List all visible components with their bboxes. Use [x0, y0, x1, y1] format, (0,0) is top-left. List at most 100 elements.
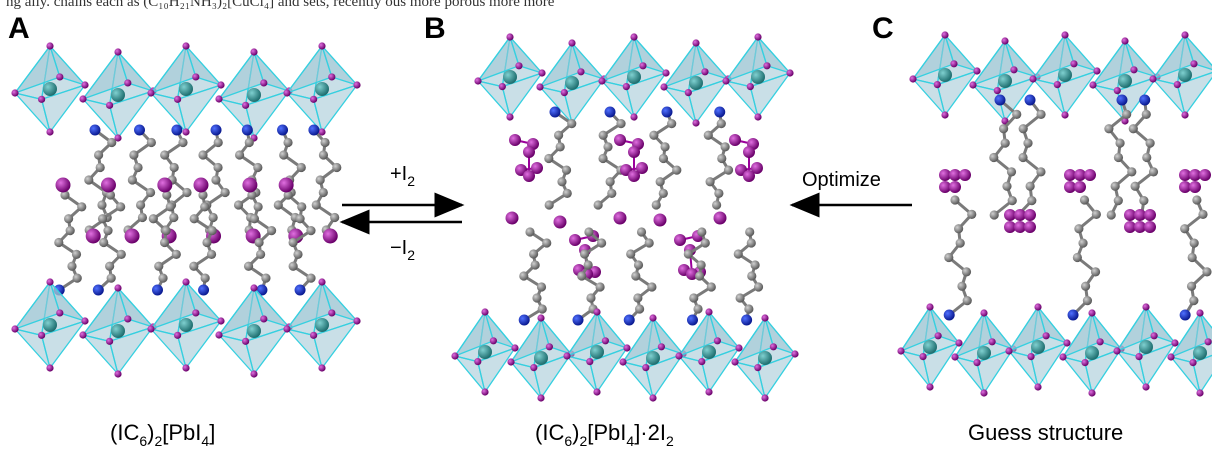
carbon-atom [607, 188, 617, 198]
nitrogen-atom [1024, 94, 1036, 106]
carbon-atom [733, 249, 743, 259]
iodide-atom [1171, 339, 1179, 347]
octahedron-face [749, 72, 791, 118]
carbon-atom [1113, 152, 1124, 163]
iodide-atom [1113, 347, 1121, 355]
iodide-atom [474, 77, 482, 85]
carbon-atom [989, 152, 999, 163]
structure-panel-a [11, 42, 361, 378]
iodide-atom [215, 95, 223, 103]
iodide-atom [38, 95, 46, 103]
caption-panel-b: (IC6)2[PbI4]·2I2 [535, 420, 674, 449]
iodide-atom [630, 33, 638, 41]
carbon-atom [583, 260, 593, 270]
carbon-atom [1202, 267, 1212, 277]
carbon-atom [999, 124, 1009, 134]
carbon-atom [1002, 181, 1012, 191]
iodide-atom [1029, 75, 1037, 83]
carbon-atom [967, 209, 977, 219]
iodide-atom [1027, 353, 1035, 361]
lead-atom [758, 351, 772, 365]
carbon-atom [60, 190, 70, 200]
carbon-atom [306, 226, 316, 236]
carbon-atom [717, 153, 727, 164]
iodide-atom [318, 128, 326, 136]
lead-atom [247, 324, 261, 338]
lead-atom [534, 351, 548, 365]
iodide-atom [642, 364, 650, 372]
iodide-atom [1001, 37, 1009, 45]
iodide-atom [955, 339, 963, 347]
iodide-atom [1070, 60, 1078, 68]
iodide-atom [46, 128, 54, 136]
carbon-atom [745, 227, 755, 237]
iodide-atom [260, 79, 268, 87]
carbon-atom [1115, 138, 1125, 148]
iodide-atom [973, 359, 981, 367]
carbon-atom [595, 282, 605, 292]
carbon-atom [297, 202, 307, 212]
carbon-atom [693, 304, 703, 314]
carbon-atom [129, 150, 139, 160]
octahedron-face [1084, 348, 1122, 394]
carbon-atom [254, 237, 264, 248]
iodine-cluster-atom [1074, 181, 1086, 193]
carbon-atom [1018, 124, 1028, 134]
iodide-atom [451, 352, 459, 360]
iodide-atom [722, 77, 730, 85]
top-text-fragment: ng ally. chains each as (C₁₀H₂₁NH₃)₂[CuC… [6, 0, 555, 10]
iodine-cluster-atom [1189, 169, 1201, 181]
iodide-atom [46, 278, 54, 286]
lead-atom [1058, 68, 1072, 82]
iodide-atom [933, 81, 941, 89]
octahedron-face [566, 311, 607, 357]
iodide-atom [973, 67, 981, 75]
iodide-atom [79, 95, 87, 103]
iodide-atom [1034, 383, 1042, 391]
lead-atom [247, 88, 261, 102]
carbon-atom [631, 271, 641, 281]
carbon-atom [557, 177, 567, 187]
iodide-atom [215, 331, 223, 339]
carbon-atom [584, 227, 594, 237]
iodide-atom [1121, 117, 1129, 125]
iodide-atom [242, 101, 250, 109]
iodide-atom [353, 317, 361, 325]
optimize-label: Optimize [802, 169, 881, 191]
iodide-atom [754, 364, 762, 372]
carbon-atom [962, 296, 972, 306]
carbon-atom [311, 200, 321, 210]
iodide-atom [622, 83, 630, 91]
nitrogen-atom [92, 284, 104, 296]
iodide-atom [192, 73, 200, 81]
carbon-atom [105, 190, 116, 200]
carbon-atom [532, 293, 542, 303]
carbon-atom [544, 153, 554, 164]
carbon-atom [554, 130, 564, 140]
iodide-atom [791, 350, 799, 358]
iodine-cluster-atom [1189, 181, 1201, 193]
iodide-atom [934, 332, 942, 340]
iodide-atom [283, 325, 291, 333]
iodide-atom [114, 134, 122, 142]
nitrogen-atom [151, 284, 163, 296]
iodide-atom [481, 308, 489, 316]
nitrogen-atom [1179, 309, 1191, 321]
carbon-atom [234, 150, 245, 160]
iodide-atom [537, 314, 545, 322]
carbon-atom [1027, 196, 1037, 206]
iodine-cluster-atom [1024, 221, 1036, 233]
iodide-atom [754, 113, 762, 121]
iodide-atom [1001, 117, 1009, 125]
lead-atom [1031, 340, 1045, 354]
iodide-atom [1061, 31, 1069, 39]
carbon-atom [67, 261, 77, 271]
iodine-molecule-atom [686, 268, 698, 280]
carbon-atom [206, 249, 217, 259]
carbon-atom [1187, 252, 1197, 263]
octahedron-face [1192, 354, 1212, 394]
nitrogen-atom [256, 284, 268, 296]
iodide-atom [769, 343, 778, 351]
carbon-atom [249, 214, 260, 224]
iodide-atom [182, 128, 190, 136]
